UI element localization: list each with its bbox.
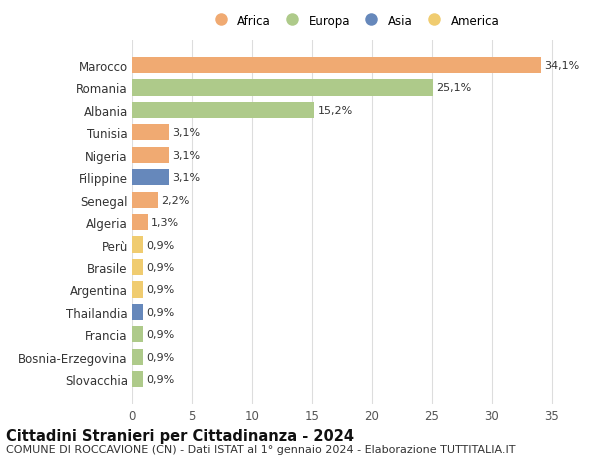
Text: 1,3%: 1,3% [151,218,179,228]
Text: Cittadini Stranieri per Cittadinanza - 2024: Cittadini Stranieri per Cittadinanza - 2… [6,428,354,443]
Text: 0,9%: 0,9% [146,375,174,384]
Bar [132,282,143,298]
Bar [132,214,148,231]
Bar [132,371,143,387]
Text: 0,9%: 0,9% [146,240,174,250]
Bar [132,125,169,141]
Bar [132,326,143,343]
Bar [132,192,158,208]
Text: 34,1%: 34,1% [544,61,580,71]
Text: 0,9%: 0,9% [146,352,174,362]
Bar [132,147,169,163]
Bar [132,259,143,275]
Text: 25,1%: 25,1% [436,83,472,93]
Bar [132,304,143,320]
Text: 0,9%: 0,9% [146,307,174,317]
Text: 3,1%: 3,1% [172,173,200,183]
Text: 0,9%: 0,9% [146,285,174,295]
Bar [132,80,433,96]
Text: 3,1%: 3,1% [172,151,200,161]
Text: 3,1%: 3,1% [172,128,200,138]
Text: 15,2%: 15,2% [317,106,353,116]
Bar [132,237,143,253]
Text: COMUNE DI ROCCAVIONE (CN) - Dati ISTAT al 1° gennaio 2024 - Elaborazione TUTTITA: COMUNE DI ROCCAVIONE (CN) - Dati ISTAT a… [6,444,515,454]
Bar [132,102,314,119]
Bar [132,349,143,365]
Legend: Africa, Europa, Asia, America: Africa, Europa, Asia, America [205,11,503,31]
Bar [132,58,541,74]
Text: 0,9%: 0,9% [146,330,174,340]
Text: 2,2%: 2,2% [161,195,190,205]
Bar [132,170,169,186]
Text: 0,9%: 0,9% [146,263,174,272]
